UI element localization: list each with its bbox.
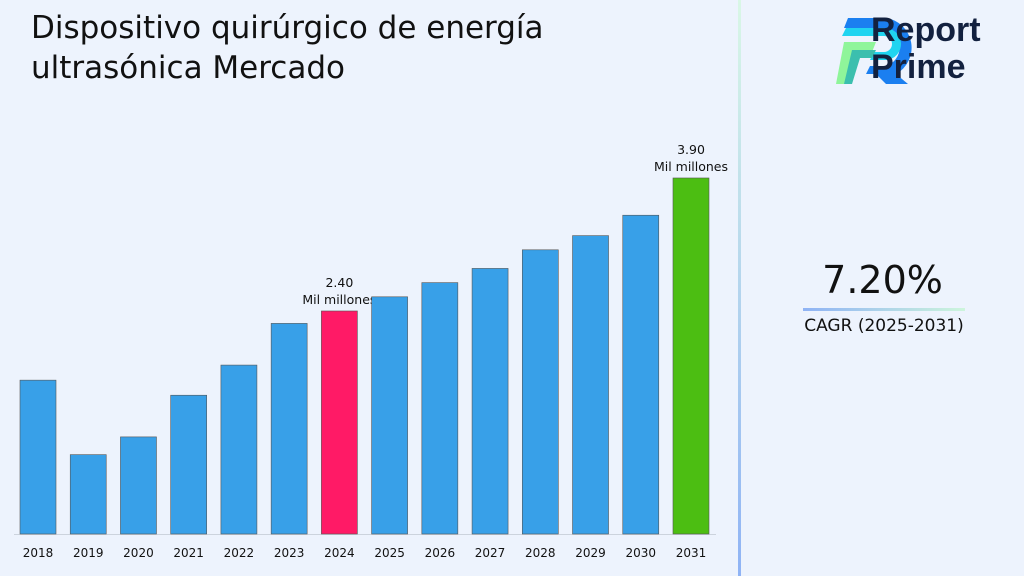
data-label-value: 2.40: [325, 275, 353, 290]
bar-2022: [220, 364, 258, 535]
logo-line-2: Prime: [871, 48, 966, 86]
x-tick-label: 2026: [425, 546, 456, 560]
bar-2018: [19, 379, 57, 535]
cagr-label: CAGR (2025-2031): [804, 316, 964, 336]
x-tick-label: 2020: [123, 546, 154, 560]
x-tick-label: 2029: [575, 546, 606, 560]
x-tick-label: 2027: [475, 546, 506, 560]
report-prime-logo-icon: [836, 18, 912, 84]
bar-2029: [572, 235, 609, 535]
cagr-value: 7.20%: [822, 258, 943, 302]
logo-line-1: Report: [871, 11, 981, 49]
bar-2031: [672, 177, 710, 535]
x-tick-label: 2028: [525, 546, 556, 560]
bar-2024: [321, 310, 358, 535]
data-label-value: 3.90: [677, 142, 705, 157]
x-tick-label: 2021: [173, 546, 204, 560]
x-tick-label: 2031: [676, 546, 707, 560]
bar-2027: [471, 268, 509, 535]
bar-2026: [421, 282, 459, 535]
bar-chart: 2018 2019 2020 2021 2022 2023 2024 2.40 Mil mill…: [14, 142, 728, 560]
x-tick-label: 2025: [374, 546, 405, 560]
chart-title: Dispositivo quirúrgico de energía ultras…: [31, 10, 544, 86]
bar-2025: [371, 296, 408, 535]
bar-2023: [270, 323, 308, 535]
bar-2030: [622, 214, 660, 535]
bar-2028: [521, 249, 559, 535]
cagr-underline: [803, 308, 965, 311]
bar-2020: [120, 436, 157, 535]
x-tick-label: 2018: [23, 546, 54, 560]
x-tick-label: 2023: [274, 546, 305, 560]
logo-text: Report Prime: [871, 12, 981, 86]
x-tick-label: 2019: [73, 546, 104, 560]
x-tick-label: 2022: [224, 546, 255, 560]
data-label-unit: Mil millones: [302, 292, 376, 307]
bar-2021: [170, 394, 207, 535]
x-tick-label: 2024: [324, 546, 355, 560]
data-label-unit: Mil millones: [654, 159, 728, 174]
x-tick-label: 2030: [625, 546, 656, 560]
divider: [738, 0, 741, 576]
bar-2019: [69, 454, 107, 535]
